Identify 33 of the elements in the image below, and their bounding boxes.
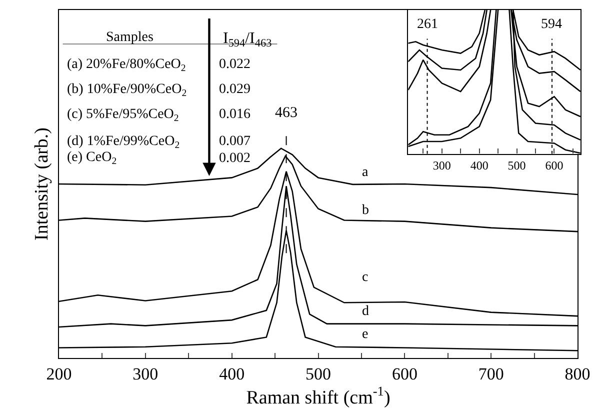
x-tick-label: 400 [219, 364, 245, 384]
x-tick-label: 300 [432, 158, 451, 172]
ref-line-label: 261 [417, 17, 438, 32]
x-axis-title: Raman shift (cm$^{-1}$) [246, 384, 390, 409]
x-tick-label: 500 [306, 364, 332, 384]
text: (c) 5%Fe/95%CeO$_{2}$ [67, 107, 179, 124]
text: (a) 20%Fe/80%CeO$_{2}$ [67, 57, 186, 74]
ref-line-label: 594 [541, 17, 562, 32]
x-tick-label: 800 [564, 364, 590, 384]
x-tick-label: 200 [46, 364, 72, 384]
x-tick-label: 600 [545, 158, 564, 172]
text: 0.016 [219, 107, 250, 122]
annotation: (d) 1%Fe/99%CeO$_{2}$ [67, 134, 180, 151]
x-tick-label: 700 [478, 364, 504, 384]
text: (b) 10%Fe/90%CeO$_{2}$ [67, 82, 187, 99]
annotation: b [362, 203, 369, 218]
annotation: (e) CeO$_{2}$ [67, 150, 117, 167]
ref-line-label: 463 [275, 105, 298, 121]
annotation: 0.007 [219, 134, 250, 149]
annotation: c [362, 270, 368, 285]
x-tick-label: 400 [470, 158, 488, 172]
annotation: 0.002 [219, 151, 250, 166]
y-axis-title: Intensity (arb.) [32, 128, 53, 240]
text: I$_{594}$/I$_{463}$ [223, 30, 272, 50]
text: Samples [106, 30, 154, 45]
text: 0.022 [219, 57, 250, 72]
annotation: d [362, 304, 369, 319]
text: 0.029 [219, 82, 250, 97]
x-tick-label: 500 [508, 158, 526, 172]
x-tick-label: 300 [132, 364, 158, 384]
annotation: a [362, 165, 369, 180]
annotation: e [362, 327, 368, 342]
x-tick-label: 600 [392, 364, 418, 384]
